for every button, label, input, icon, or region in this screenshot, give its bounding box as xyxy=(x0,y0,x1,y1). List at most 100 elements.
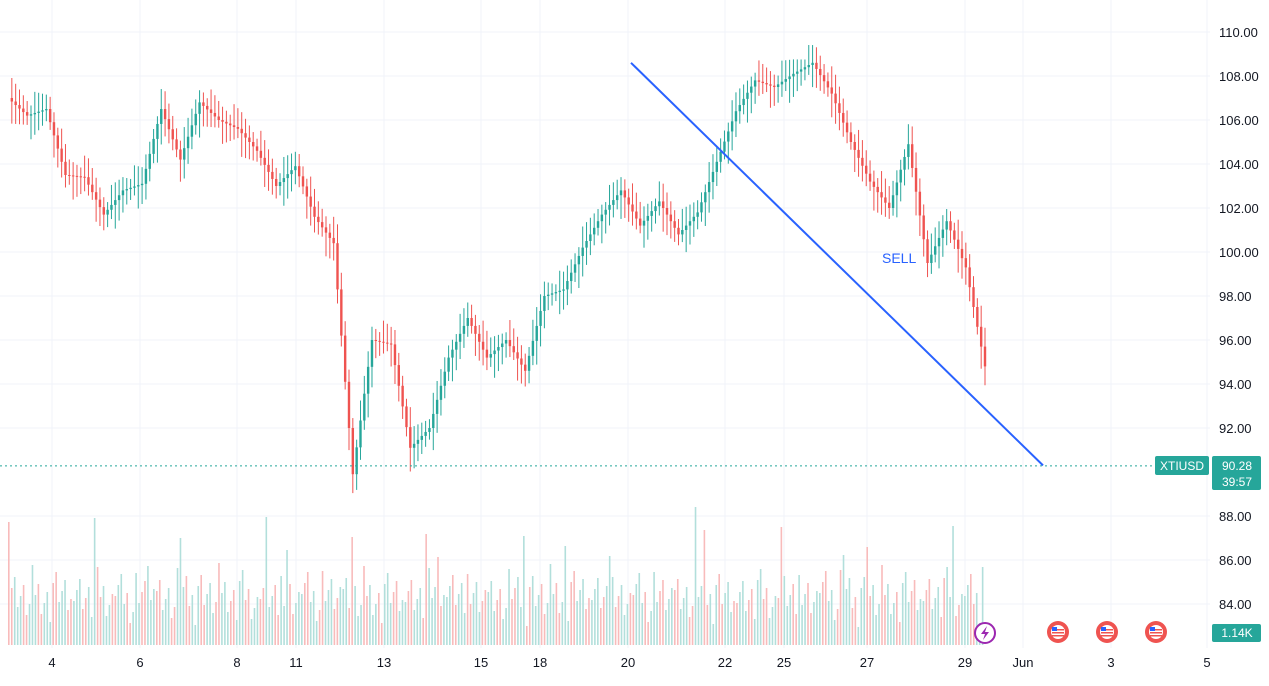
volume-bar xyxy=(508,569,510,645)
volume-bar xyxy=(952,526,954,645)
volume-bar xyxy=(679,609,682,645)
volume-bar xyxy=(851,608,854,645)
volume-bar xyxy=(487,592,490,645)
candle-body xyxy=(826,81,830,88)
volume-bar xyxy=(40,614,43,645)
volume-bar xyxy=(224,582,226,645)
candle-body xyxy=(297,166,301,177)
candle-body xyxy=(619,190,623,196)
volume-bar xyxy=(250,619,253,645)
candle-body xyxy=(48,109,52,123)
volume-bar xyxy=(842,555,845,645)
candle-body xyxy=(547,294,550,296)
volume-bar xyxy=(534,606,537,645)
volume-bar xyxy=(748,600,750,645)
lightning-icon[interactable] xyxy=(974,622,996,644)
volume-bar xyxy=(37,584,40,645)
volume-bar xyxy=(173,607,176,645)
volume-bar xyxy=(446,597,448,645)
volume-bar xyxy=(724,593,726,645)
candle-body xyxy=(681,230,684,235)
volume-bar xyxy=(830,590,833,645)
volume-bar xyxy=(602,597,605,645)
volume-bar xyxy=(688,617,691,645)
volume-bar xyxy=(496,600,498,645)
volume-bar xyxy=(321,571,324,645)
volume-bar xyxy=(354,586,356,645)
volume-bar xyxy=(706,605,709,645)
candle-body xyxy=(979,326,983,347)
candle-body xyxy=(834,93,837,104)
volume-bar xyxy=(771,607,774,645)
volume-bar xyxy=(801,605,803,645)
y-tick-label: 98.00 xyxy=(1219,289,1252,304)
volume-bar xyxy=(668,599,670,645)
candle-body xyxy=(301,176,305,187)
volume-bar xyxy=(52,583,54,645)
volume-bar xyxy=(792,584,794,645)
volume-bar xyxy=(597,578,599,645)
volume-bar xyxy=(437,557,439,645)
volume-bar xyxy=(614,607,617,645)
economic-event-icon[interactable] xyxy=(1145,621,1167,643)
volume-bar xyxy=(138,603,140,645)
volume-bar xyxy=(268,607,271,645)
volume-bar xyxy=(641,603,644,645)
candle-body xyxy=(412,443,416,448)
candle-body xyxy=(221,120,224,122)
candle-body xyxy=(125,189,128,191)
candle-body xyxy=(163,109,167,120)
candle-body xyxy=(41,110,44,112)
candle-body xyxy=(156,123,159,139)
y-axis[interactable]: 110.00 108.00 106.00 104.00 102.00 100.00 98.0… xyxy=(1219,25,1259,612)
volume-bar xyxy=(392,592,395,645)
candle-body xyxy=(71,175,75,177)
candle-body xyxy=(861,157,864,166)
candle-body xyxy=(370,340,374,367)
volume-bar xyxy=(156,591,158,645)
candle-body xyxy=(137,185,140,187)
candle-body xyxy=(244,133,247,138)
candle-body xyxy=(83,176,86,178)
volume-bar xyxy=(881,565,883,645)
candle-body xyxy=(451,349,454,358)
candle-body xyxy=(274,178,278,186)
candle-body xyxy=(673,221,676,228)
volume-bar xyxy=(898,622,901,645)
x-axis[interactable]: 4 6 8 11 13 15 18 20 22 25 27 29 Jun 3 5 xyxy=(48,655,1210,670)
volume-bar xyxy=(517,577,519,645)
candle-body xyxy=(623,190,627,198)
volume-bar xyxy=(407,591,410,645)
volume-bar xyxy=(600,608,602,645)
candle-body xyxy=(428,428,431,432)
volume-bar xyxy=(315,621,318,645)
y-tick-label: 104.00 xyxy=(1219,157,1259,172)
economic-event-icon[interactable] xyxy=(1096,621,1118,643)
candle-body xyxy=(328,232,332,238)
candle-body xyxy=(252,142,255,147)
candle-body xyxy=(796,71,799,74)
candle-body xyxy=(911,144,914,168)
candle-body xyxy=(386,342,389,344)
candle-body xyxy=(704,192,707,203)
candle-body xyxy=(849,132,853,142)
volume-bar xyxy=(351,537,353,645)
x-tick-label: 3 xyxy=(1107,655,1114,670)
volume-bar xyxy=(576,601,578,645)
candle-body xyxy=(313,206,316,217)
candle-body xyxy=(359,420,362,448)
candle-body xyxy=(964,258,968,268)
volume-bar xyxy=(620,585,623,645)
volume-bar xyxy=(845,589,848,645)
trend-line[interactable] xyxy=(630,62,1044,467)
candle-body xyxy=(773,85,776,87)
candle-body xyxy=(658,201,661,207)
y-tick-label: 86.00 xyxy=(1219,553,1252,568)
economic-event-icon[interactable] xyxy=(1047,621,1069,643)
volume-bar xyxy=(931,609,934,645)
candle-body xyxy=(485,349,489,358)
candle-body xyxy=(746,92,749,99)
candle-body xyxy=(447,357,450,372)
